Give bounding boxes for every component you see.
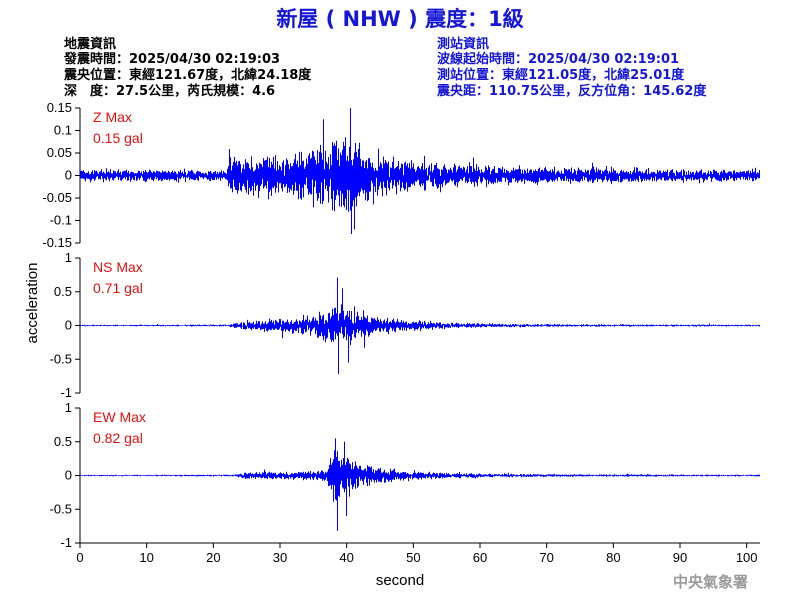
max-label-z: Z Max [93,109,132,125]
wave-start-time: 波線起始時間：2025/04/30 02:19:01 [437,51,679,67]
panel-ew: 1 0.5 0 -0.5 -1 EW Max 0.82 gal [50,400,760,550]
max-value-ew: 0.82 gal [93,430,143,446]
y-tick-label: -0.5 [50,351,72,366]
x-tick-label: 10 [139,550,153,565]
distance-azimuth: 震央距：110.75公里，反方位角：145.62度 [436,83,707,99]
y-tick-label: 0.5 [54,434,72,449]
y-tick-label: 0 [65,168,72,183]
y-tick-label: 1 [65,250,72,265]
station-info-heading: 測站資訊 [437,36,489,52]
y-tick-label: -0.05 [42,190,72,205]
waveform-z [80,108,760,234]
max-label-ew: EW Max [93,409,146,425]
x-axis-label: second [376,572,424,589]
x-tick-label: 50 [406,550,420,565]
earthquake-info-heading: 地震資訊 [64,36,116,52]
y-axis-label: acceleration [24,263,41,344]
y-tick-label: 0 [65,318,72,333]
cwa-watermark: 中央氣象署 [673,573,748,591]
epicenter-location: 震央位置：東經121.67度，北緯24.18度 [63,67,312,83]
x-tick-label: 60 [473,550,487,565]
chart-title: 新屋 ( NHW ) 震度：1級 [276,7,523,31]
waveform-ns [80,277,760,375]
x-tick-label: 90 [673,550,687,565]
x-tick-label: 30 [273,550,287,565]
x-tick-label: 40 [339,550,353,565]
y-tick-label: -0.15 [42,235,72,250]
origin-time: 發震時間：2025/04/30 02:19:03 [63,51,280,67]
y-tick-label: 0.1 [54,123,72,138]
y-tick-label: 0 [65,468,72,483]
y-tick-label: -1 [60,385,72,400]
x-tick-label: 20 [206,550,220,565]
max-label-ns: NS Max [93,259,143,275]
plot-area: 0.15 0.1 0.05 0 -0.05 -0.1 -0.15 Z Max 0.15 gal 1… [42,100,760,565]
y-tick-label: -1 [60,535,72,550]
x-tick-label: 100 [736,550,758,565]
y-tick-label: 0.05 [47,145,72,160]
y-tick-label: -0.5 [50,501,72,516]
x-tick-label: 0 [76,550,83,565]
station-location: 測站位置：東經121.05度，北緯25.01度 [437,67,685,83]
x-tick-label: 80 [606,550,620,565]
max-value-ns: 0.71 gal [93,280,143,296]
y-tick-label: -0.1 [50,213,72,228]
y-tick-label: 0.5 [54,284,72,299]
x-axis: 0 10 20 30 40 50 60 70 80 90 100 [76,542,760,565]
depth-magnitude: 深 度：27.5公里，芮氏規模：4.6 [64,83,275,99]
y-tick-label: 1 [65,400,72,415]
x-tick-label: 70 [539,550,553,565]
waveform-ew [80,438,760,531]
panel-z: 0.15 0.1 0.05 0 -0.05 -0.1 -0.15 Z Max 0.15 gal [42,100,760,250]
panel-ns: 1 0.5 0 -0.5 -1 NS Max 0.71 gal [50,250,760,400]
max-value-z: 0.15 gal [93,130,143,146]
y-tick-label: 0.15 [47,100,72,115]
